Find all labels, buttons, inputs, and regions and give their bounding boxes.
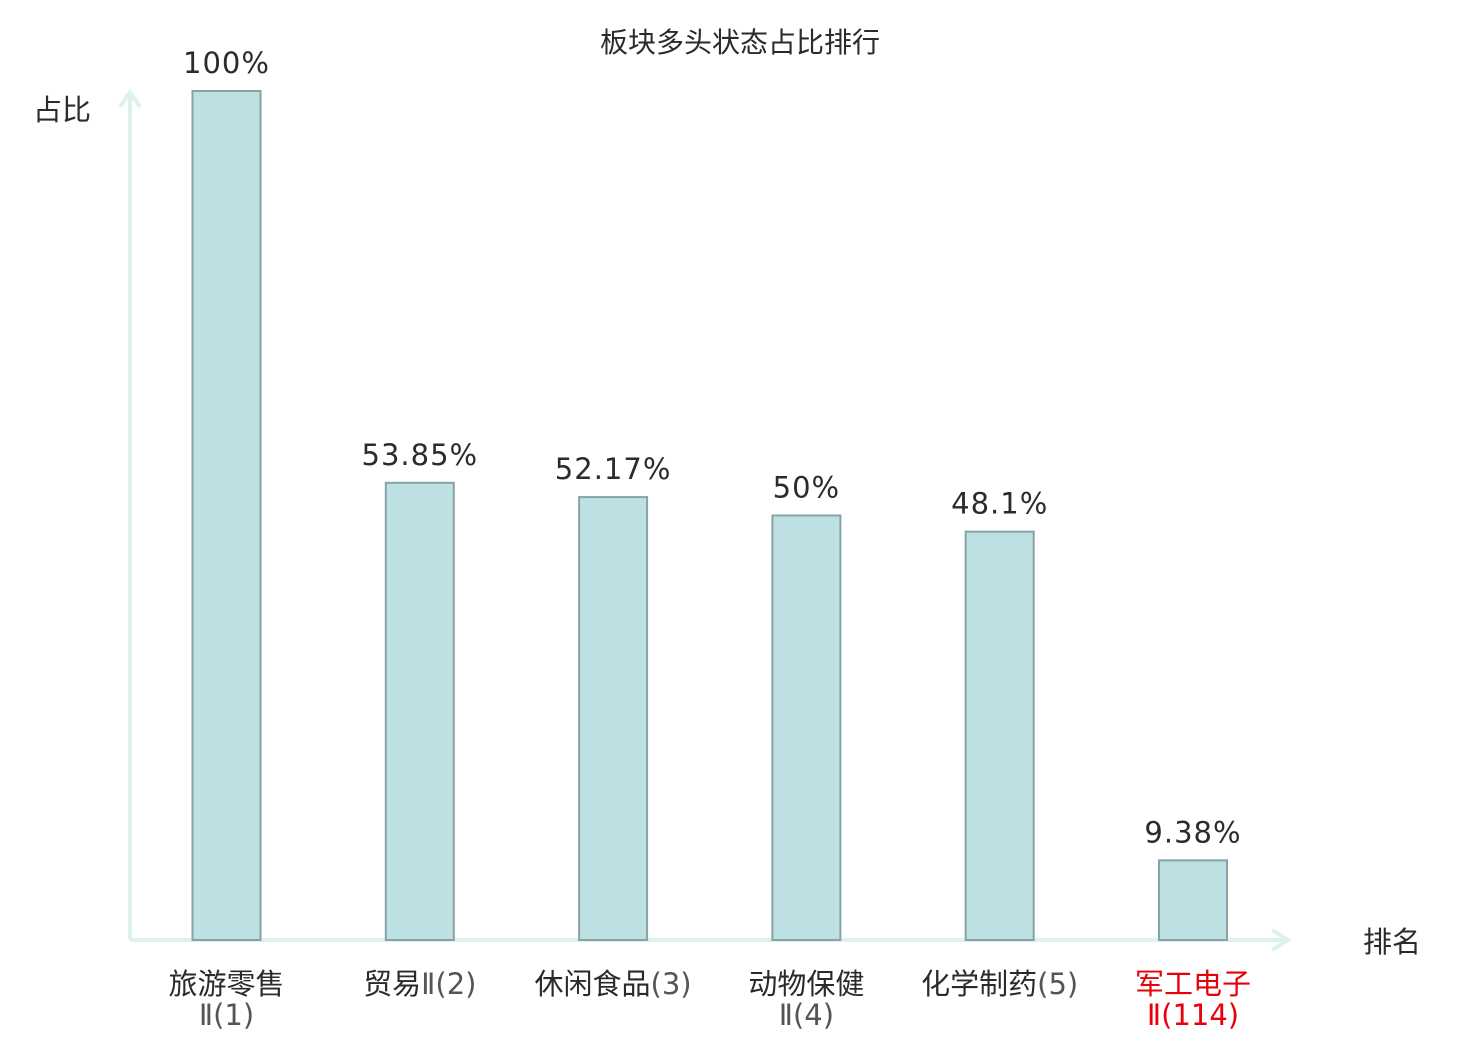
- x-tick-rank: (3): [651, 967, 692, 1001]
- x-tick-rank: (5): [1037, 967, 1078, 1001]
- x-tick-rank: Ⅱ(4): [779, 998, 834, 1032]
- bar: [384, 481, 455, 941]
- axes: [118, 88, 1292, 952]
- y-axis-label: 占比: [33, 93, 91, 127]
- x-tick-rank: Ⅱ(114): [1147, 998, 1239, 1032]
- x-tick-label: 贸易Ⅱ(2): [363, 967, 476, 1001]
- x-axis-arrow: [1270, 928, 1292, 952]
- chart-title: 板块多头状态占比排行: [600, 26, 880, 59]
- bar-value-label: 100%: [183, 46, 270, 80]
- bar-value-label: 52.17%: [555, 452, 672, 486]
- bar-group: 48.1% 化学制药(5): [921, 487, 1078, 1001]
- y-axis-arrow: [118, 88, 142, 109]
- x-tick-name: 军工电子: [1135, 967, 1251, 1001]
- bar-value-label: 9.38%: [1144, 815, 1241, 849]
- x-tick-name: 休闲食品: [535, 967, 651, 1001]
- bar: [191, 90, 262, 941]
- bar-group: 53.85% 贸易Ⅱ(2): [362, 438, 479, 1001]
- x-tick-label: 化学制药(5): [921, 967, 1078, 1001]
- x-tick-name: 旅游零售: [168, 967, 284, 1001]
- bar-value-label: 48.1%: [951, 487, 1048, 521]
- x-tick-rank: Ⅱ(2): [421, 967, 476, 1001]
- bar: [578, 496, 649, 941]
- bar: [964, 530, 1035, 941]
- x-tick-name: 贸易: [363, 967, 421, 1001]
- bar: [1158, 859, 1228, 941]
- bar: [771, 514, 842, 941]
- bar-value-label: 50%: [773, 471, 840, 505]
- bar-value-label: 53.85%: [362, 438, 479, 472]
- x-tick-name: 动物保健: [748, 967, 864, 1001]
- x-axis-label: 排名: [1363, 925, 1421, 959]
- x-tick-rank: Ⅱ(1): [199, 998, 254, 1032]
- bar-group: 52.17% 休闲食品(3): [535, 452, 692, 1001]
- x-tick-label: 休闲食品(3): [535, 967, 692, 1001]
- x-tick-name: 化学制药: [921, 967, 1037, 1001]
